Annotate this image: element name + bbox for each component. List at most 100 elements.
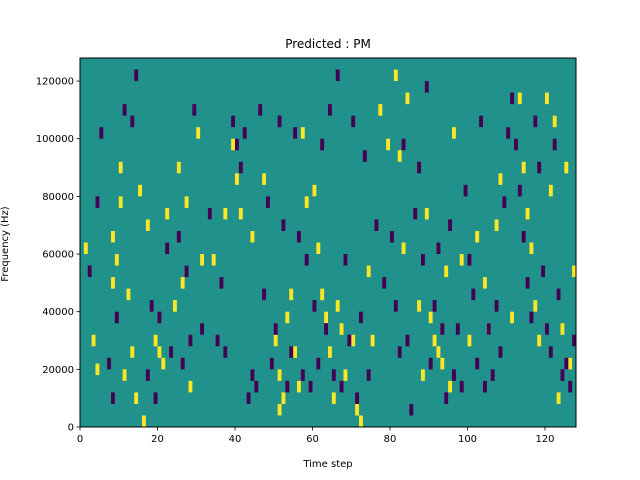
heatmap-cell-low: [409, 403, 414, 416]
heatmap-cell-low: [246, 392, 251, 404]
heatmap-cell-high: [324, 311, 329, 324]
heatmap-cell-low: [153, 392, 158, 404]
heatmap-cell-low: [494, 300, 499, 312]
heatmap-cell-low: [188, 334, 193, 347]
heatmap-cell-high: [138, 184, 143, 197]
heatmap-cell-high: [533, 300, 538, 312]
heatmap-cell-low: [432, 300, 437, 312]
heatmap-cell-low: [266, 196, 270, 208]
heatmap-cell-low: [328, 104, 332, 116]
heatmap-cell-high: [521, 161, 526, 174]
heatmap-cell-high: [572, 265, 577, 278]
heatmap-cell-high: [157, 346, 162, 358]
heatmap-cell-low: [552, 138, 557, 151]
heatmap-cell-high: [118, 196, 123, 208]
heatmap-cell-high: [196, 127, 201, 139]
heatmap-cell-low: [165, 242, 170, 255]
heatmap-cell-high: [130, 346, 135, 358]
heatmap-cell-low: [297, 230, 301, 243]
heatmap-cell-high: [235, 173, 239, 185]
heatmap-cell-high: [316, 242, 321, 255]
heatmap-cell-high: [328, 346, 332, 358]
heatmap-cell-low: [149, 300, 154, 312]
heatmap-cell-low: [324, 323, 329, 335]
heatmap-cell-low: [401, 138, 406, 151]
heatmap-cell-low: [393, 300, 398, 312]
heatmap-cell-low: [459, 380, 464, 393]
heatmap-cell-low: [366, 369, 371, 381]
heatmap-cell-low: [312, 300, 317, 312]
heatmap-cell-high: [432, 334, 437, 347]
heatmap-cell-high: [211, 254, 216, 266]
y-axis: 0 20000 40000 60000 80000 100000 120000: [36, 77, 80, 434]
heatmap-cell-low: [169, 346, 174, 358]
heatmap-cell-low: [533, 115, 538, 128]
heatmap-cell-low: [359, 311, 363, 324]
heatmap-cell-high: [153, 334, 158, 347]
heatmap-cell-low: [471, 288, 476, 301]
heatmap-cell-low: [521, 230, 526, 243]
heatmap-cell-high: [401, 242, 406, 255]
heatmap-cell-high: [417, 300, 422, 312]
heatmap-cell-high: [281, 392, 286, 404]
heatmap-cell-low: [537, 161, 542, 174]
x-tick-label: 0: [77, 434, 83, 445]
heatmap-cell-high: [122, 369, 127, 381]
heatmap-cell-low: [130, 115, 135, 128]
heatmap-cell-low: [483, 380, 487, 393]
y-tick-label: 40000: [42, 307, 74, 318]
heatmap-cell-high: [366, 265, 371, 278]
heatmap-cell-low: [541, 265, 546, 278]
heatmap-cell-low: [87, 265, 92, 278]
heatmap-cell-low: [362, 150, 367, 162]
heatmap-cell-low: [219, 277, 224, 289]
heatmap-cell-low: [254, 380, 259, 393]
heatmap-cell-high: [467, 334, 472, 347]
chart-title: Predicted : PM: [285, 37, 371, 51]
plot-area: [79, 57, 577, 428]
y-tick-label: 0: [68, 423, 74, 434]
heatmap-cell-high: [176, 161, 181, 174]
heatmap-cell-high: [529, 242, 534, 255]
heatmap-cell-low: [556, 288, 561, 301]
heatmap-cell-high: [424, 207, 429, 220]
heatmap-cell-low: [390, 230, 394, 243]
heatmap-cell-low: [502, 196, 507, 208]
heatmap-cell-low: [452, 369, 456, 381]
heatmap-cell-low: [343, 254, 348, 266]
heatmap-cell-high: [510, 311, 515, 324]
heatmap-cell-low: [281, 219, 286, 231]
heatmap-cell-high: [238, 207, 243, 220]
heatmap-cell-low: [486, 323, 491, 335]
heatmap-cell-high: [312, 184, 317, 197]
heatmap-cell-low: [560, 369, 565, 381]
heatmap-cell-low: [510, 92, 515, 105]
x-axis: 0 20 40 60 80 100 120: [77, 427, 555, 445]
heatmap-cell-low: [467, 254, 472, 266]
heatmap-cell-low: [269, 357, 274, 370]
heatmap-cell-high: [262, 173, 267, 185]
heatmap-cell-high: [277, 403, 282, 416]
heatmap-cell-low: [273, 323, 278, 335]
heatmap-cell-low: [111, 392, 115, 404]
x-tick-label: 100: [458, 434, 477, 445]
heatmap-cell-low: [374, 219, 379, 231]
heatmap-cell-high: [331, 392, 336, 404]
heatmap-cell-low: [215, 334, 220, 347]
heatmap-cell-high: [545, 92, 549, 105]
heatmap-cell-high: [351, 334, 356, 347]
heatmap-cell-low: [122, 104, 127, 116]
heatmap-cell-low: [184, 265, 189, 278]
heatmap-cell-low: [405, 334, 410, 347]
heatmap-cell-high: [359, 415, 363, 427]
heatmap-cell-high: [436, 346, 441, 358]
heatmap-cell-low: [231, 115, 236, 128]
heatmap-cell-low: [134, 69, 139, 82]
heatmap-cell-high: [459, 254, 464, 266]
heatmap-cell-high: [223, 207, 228, 220]
heatmap-cell-low: [417, 161, 422, 174]
heatmap-cell-high: [300, 127, 305, 139]
y-tick-label: 100000: [36, 134, 74, 145]
heatmap-cell-low: [413, 207, 418, 220]
